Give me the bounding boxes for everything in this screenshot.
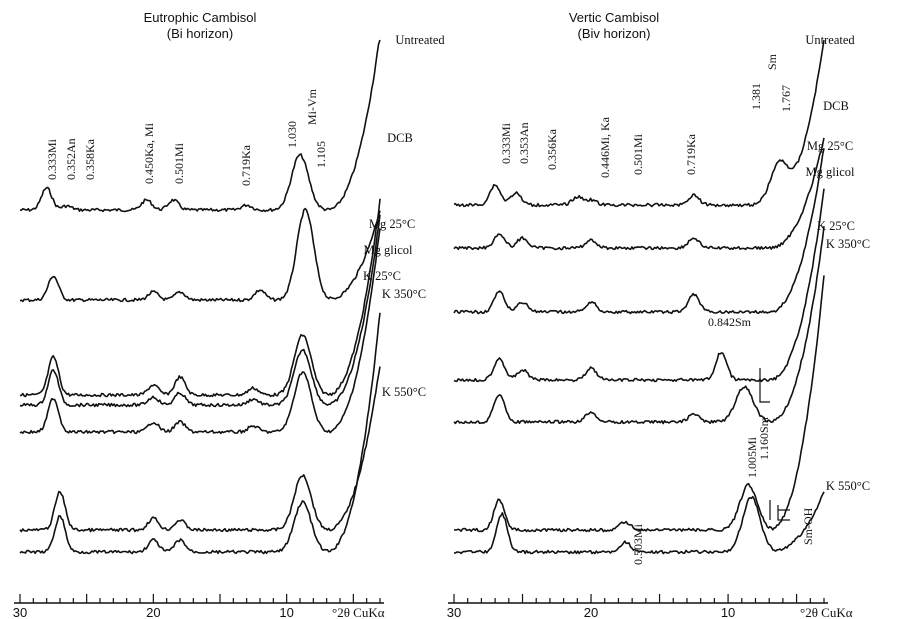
left-panel-title: Eutrophic Cambisol bbox=[144, 10, 257, 25]
right-traces: Untreated DCB Mg 25°C Mg glicol K 25°C K 350°… bbox=[453, 33, 870, 555]
left-x-axis: 30 20 10 °2θ CuKα bbox=[13, 594, 385, 619]
series-label-left-0: Untreated bbox=[395, 33, 445, 47]
annotation-left-7: Mi-Vm bbox=[305, 88, 319, 125]
trace-left-6 bbox=[19, 312, 381, 555]
annotation-right-0: 0.333Mi bbox=[499, 122, 513, 164]
trace-right-3 bbox=[453, 188, 825, 383]
series-label-right-4: K 25°C bbox=[817, 219, 855, 233]
series-label-left-4: K 25°C bbox=[363, 269, 401, 283]
tick-label: 20 bbox=[146, 605, 160, 619]
annotation-right-2: 0.356Ka bbox=[545, 128, 559, 170]
tick-label: 20 bbox=[584, 605, 598, 619]
right-x-axis: 30 20 10 °2θ CuKα bbox=[447, 594, 853, 619]
left-traces: Untreated DCB Mg 25°C Mg glicol K 25°C K 350°… bbox=[19, 33, 445, 555]
trace-right-1 bbox=[453, 137, 825, 251]
series-label-right-6: K 550°C bbox=[826, 479, 870, 493]
series-label-right-2: Mg 25°C bbox=[807, 139, 853, 153]
right-panel-subtitle: (Biv horizon) bbox=[578, 26, 651, 41]
trace-right-5 bbox=[453, 275, 825, 533]
trace-left-1 bbox=[19, 207, 381, 303]
annotation-left-3: 0.450Ka, Mi bbox=[142, 122, 156, 184]
series-label-right-1: DCB bbox=[823, 99, 849, 113]
trace-left-3 bbox=[19, 214, 381, 408]
x-axis-label: °2θ CuKα bbox=[800, 605, 853, 619]
annotation-right-13: Sm-OH bbox=[801, 507, 815, 545]
annotation-left-2: 0.358Ka bbox=[83, 138, 97, 180]
trace-left-5 bbox=[19, 366, 381, 533]
trace-left-2 bbox=[19, 198, 381, 398]
annotation-right-9: 0.842Sm bbox=[708, 315, 752, 329]
left-panel-subtitle: (Bi horizon) bbox=[167, 26, 233, 41]
annotation-right-10: 1.005Mi bbox=[745, 436, 759, 478]
trace-left-0 bbox=[19, 39, 381, 213]
annotation-right-6: 1.381 bbox=[749, 83, 763, 110]
annotation-left-4: 0.501Mi bbox=[172, 142, 186, 184]
annotation-right-1: 0.353An bbox=[517, 122, 531, 164]
annotation-right-5: 0.719Ka bbox=[684, 133, 698, 175]
trace-right-2 bbox=[453, 148, 825, 315]
trace-left-4 bbox=[19, 228, 381, 435]
annotation-right-7: Sm bbox=[765, 53, 779, 70]
tick-label: 10 bbox=[279, 605, 293, 619]
trace-right-6 bbox=[453, 491, 825, 555]
annotation-left-8: 1.105 bbox=[314, 141, 328, 168]
series-label-left-2: Mg 25°C bbox=[369, 217, 415, 231]
annotation-left-5: 0.719Ka bbox=[239, 144, 253, 186]
series-label-left-5: K 350°C bbox=[382, 287, 426, 301]
left-annotations: 0.333Mi 0.352An 0.358Ka 0.450Ka, Mi 0.50… bbox=[45, 88, 328, 186]
right-annotation-bracket-1 bbox=[759, 368, 770, 403]
series-label-right-5: K 350°C bbox=[826, 237, 870, 251]
tick-label: 30 bbox=[447, 605, 461, 619]
x-axis-label: °2θ CuKα bbox=[332, 605, 385, 619]
right-annotation-bracket-2 bbox=[769, 500, 790, 521]
series-label-left-3: Mg glicol bbox=[364, 243, 413, 257]
annotation-left-1: 0.352An bbox=[64, 138, 78, 180]
series-label-left-1: DCB bbox=[387, 131, 413, 145]
trace-right-4 bbox=[453, 226, 825, 425]
annotation-right-11: 1.160Sm bbox=[757, 416, 771, 460]
annotation-left-0: 0.333Mi bbox=[45, 138, 59, 180]
annotation-right-8: 1.767 bbox=[779, 85, 793, 112]
tick-label: 30 bbox=[13, 605, 27, 619]
series-label-right-3: Mg glicol bbox=[806, 165, 855, 179]
annotation-left-6: 1.030 bbox=[285, 121, 299, 148]
series-label-right-0: Untreated bbox=[805, 33, 855, 47]
right-annotations: 0.333Mi 0.353An 0.356Ka 0.446Mi, Ka 0.50… bbox=[499, 53, 815, 565]
annotation-right-12: 0.503Mi bbox=[631, 523, 645, 565]
trace-right-0 bbox=[453, 39, 825, 208]
annotation-right-4: 0.501Mi bbox=[631, 133, 645, 175]
annotation-right-3: 0.446Mi, Ka bbox=[598, 116, 612, 178]
series-label-left-6: K 550°C bbox=[382, 385, 426, 399]
right-panel-title: Vertic Cambisol bbox=[569, 10, 659, 25]
tick-label: 10 bbox=[721, 605, 735, 619]
